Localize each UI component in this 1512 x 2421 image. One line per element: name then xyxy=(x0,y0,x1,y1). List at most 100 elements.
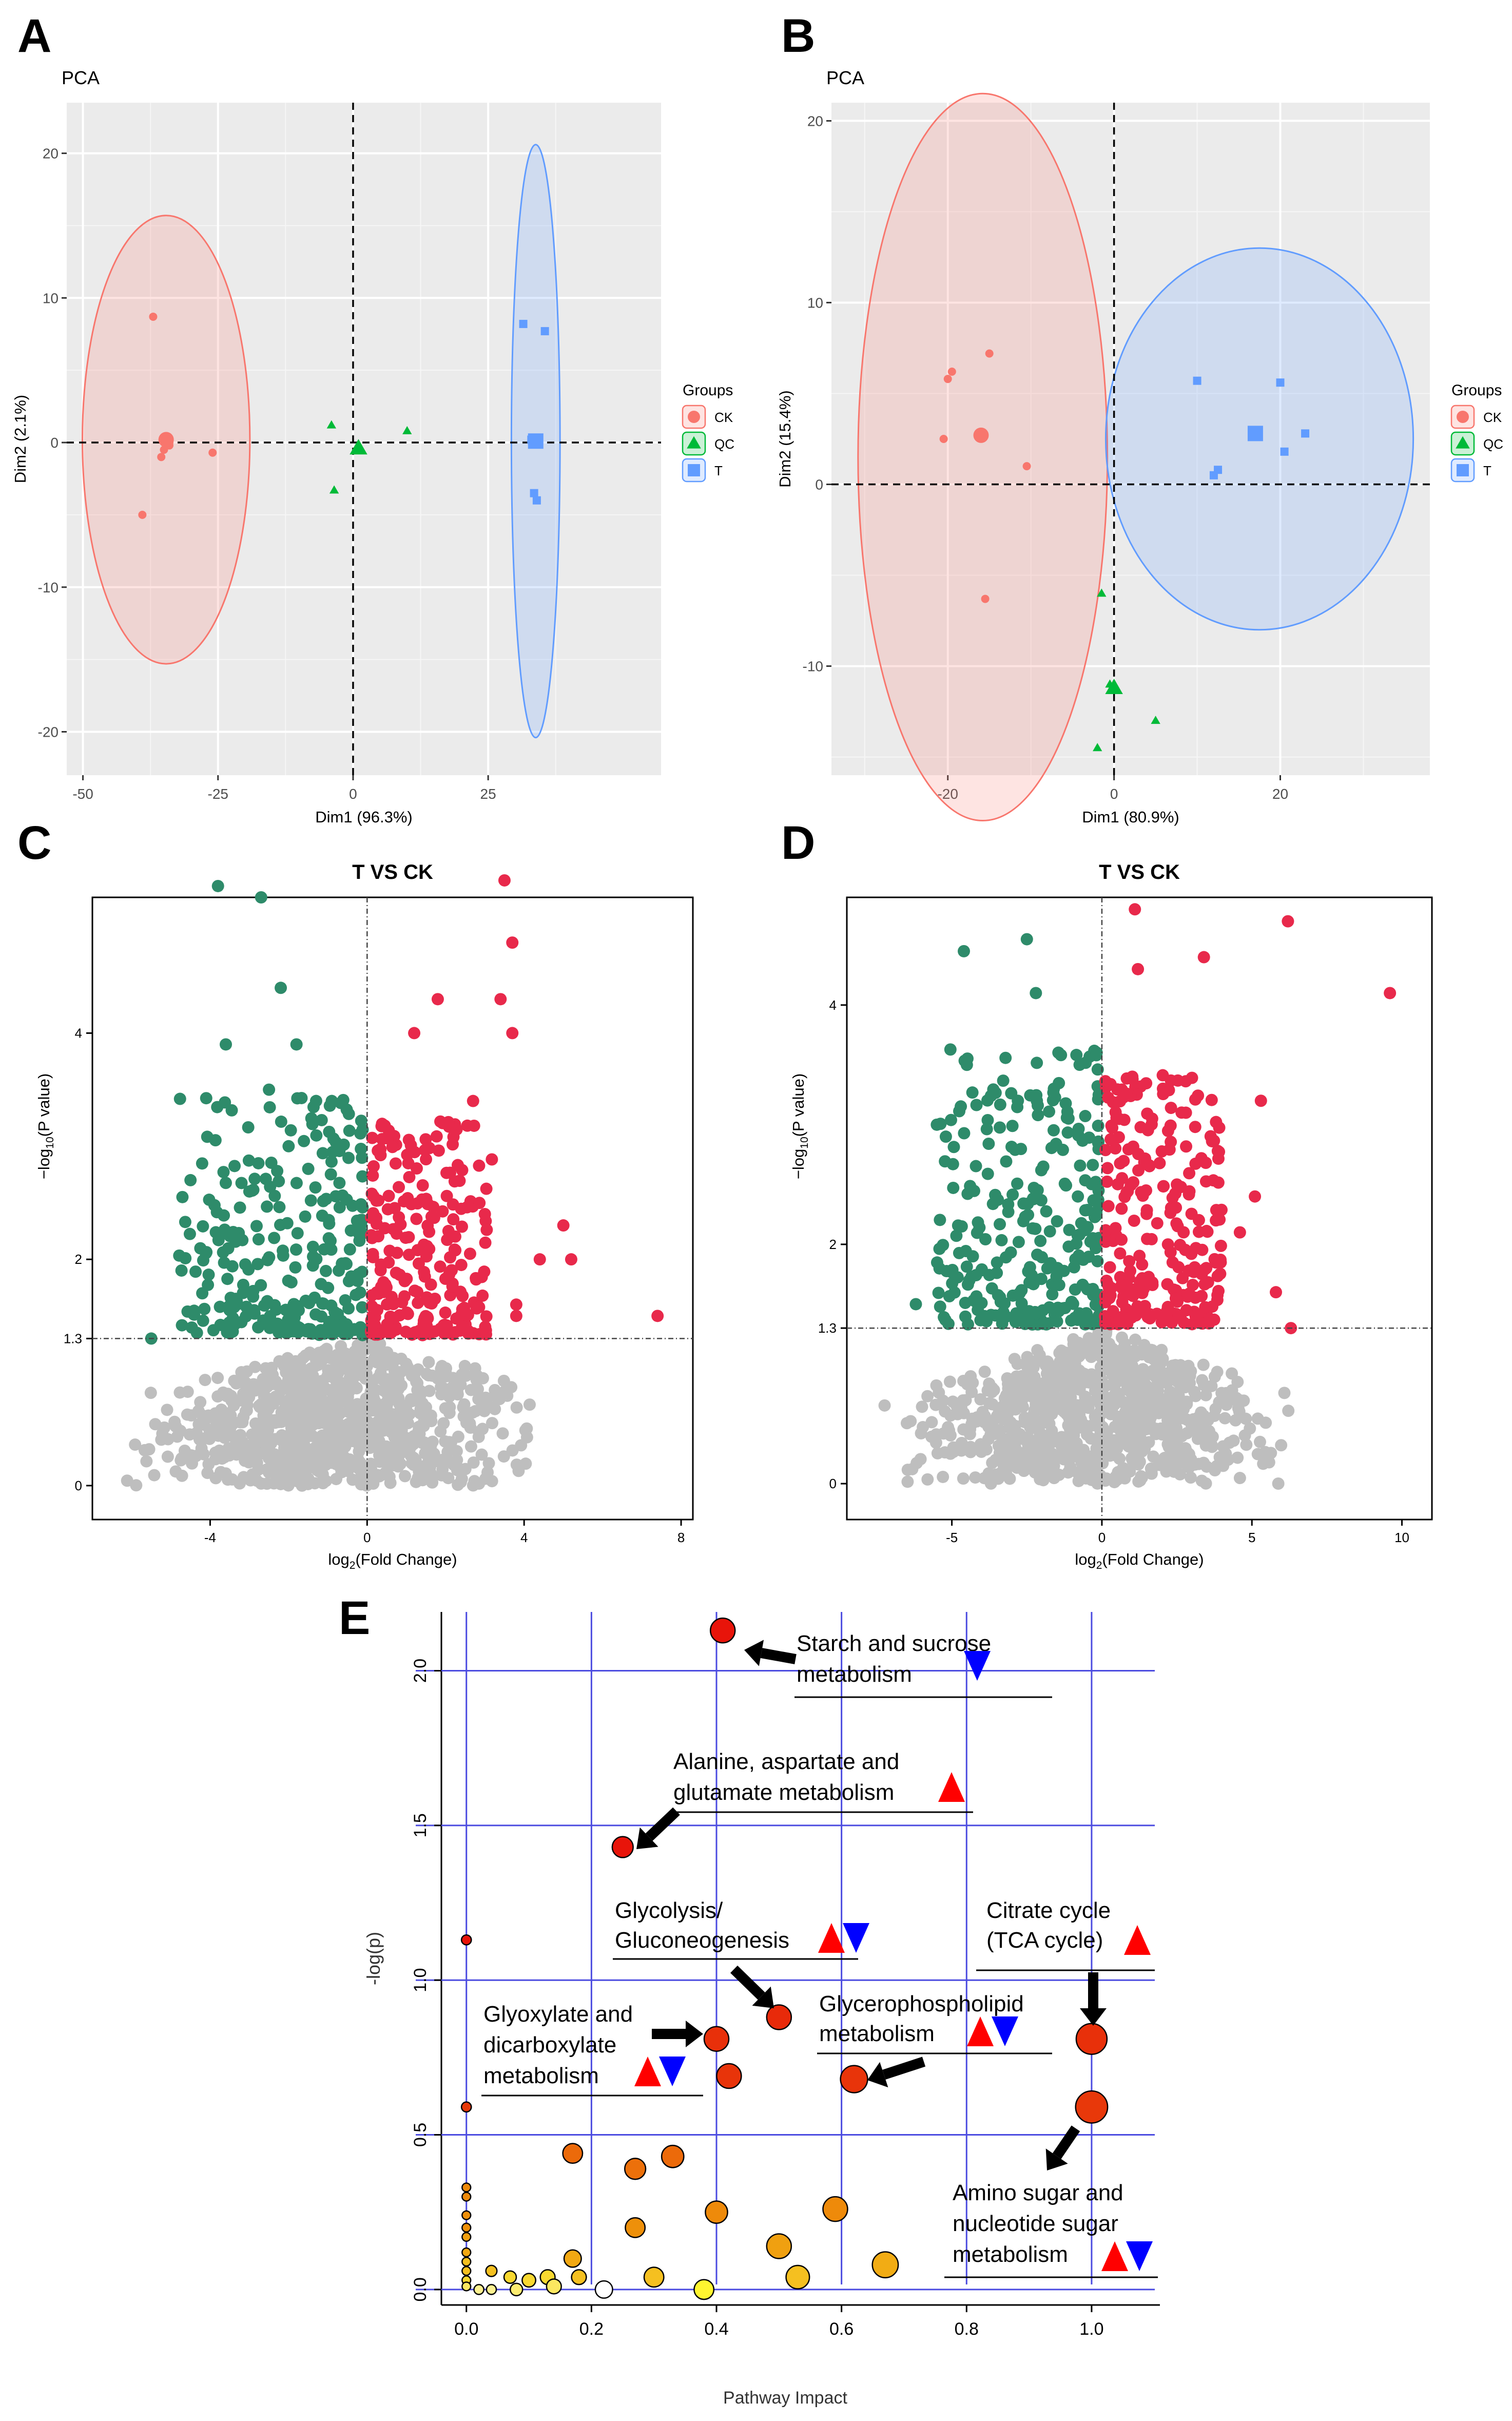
volcano-point-down xyxy=(973,1221,986,1234)
volcano-point-down xyxy=(1082,1251,1095,1263)
volcano-point-ns xyxy=(1131,1411,1143,1424)
annotation-arrow-shaft xyxy=(760,1648,797,1664)
volcano-point-down xyxy=(315,1113,328,1126)
volcano-point-ns xyxy=(284,1393,297,1406)
data-point-t xyxy=(532,496,541,505)
volcano-point-ns xyxy=(140,1455,153,1468)
data-point-t xyxy=(530,489,538,497)
legend-label-t: T xyxy=(714,463,723,478)
annotation-arrow-head xyxy=(1080,2008,1107,2026)
volcano-point-ns xyxy=(1056,1346,1069,1359)
volcano-point-ns xyxy=(998,1392,1011,1405)
volcano-point-up xyxy=(1384,987,1397,1000)
volcano-point-ns xyxy=(392,1460,404,1473)
annotation-text: metabolism xyxy=(797,1662,912,1687)
volcano-point-down xyxy=(1074,1159,1087,1172)
volcano-point-down xyxy=(958,945,970,957)
volcano-point-down xyxy=(343,1243,356,1256)
volcano-point-down xyxy=(261,1200,274,1213)
volcano-point-ns xyxy=(248,1435,261,1448)
volcano-point-down xyxy=(342,1302,355,1315)
pathway-point xyxy=(503,2270,517,2284)
volcano-point-down xyxy=(1090,1209,1102,1222)
pathway-point xyxy=(1075,2090,1109,2124)
volcano-point-down xyxy=(1070,1237,1083,1250)
volcano-point-up xyxy=(478,1208,491,1221)
annotation-text: Amino sugar and xyxy=(953,2180,1123,2205)
volcano-point-up xyxy=(1111,1083,1124,1096)
volcano-point-down xyxy=(176,1319,188,1332)
volcano-title: T VS CK xyxy=(352,861,433,883)
x-tick-label: 20 xyxy=(1272,786,1288,802)
volcano-point-down xyxy=(1092,1093,1104,1106)
volcano-point-ns xyxy=(1135,1422,1148,1435)
volcano-point-ns xyxy=(1174,1468,1187,1481)
volcano-point-ns xyxy=(479,1395,492,1408)
pathway-point xyxy=(461,2222,472,2233)
volcano-point-ns xyxy=(916,1400,928,1413)
volcano-point-down xyxy=(991,1256,1003,1269)
pathway-point xyxy=(766,2004,792,2030)
volcano-point-ns xyxy=(1096,1430,1109,1443)
data-point-ck xyxy=(157,453,166,462)
volcano-point-down xyxy=(248,1307,261,1320)
volcano-point-ns xyxy=(983,1377,996,1390)
volcano-point-ns xyxy=(1096,1340,1109,1353)
volcano-point-down xyxy=(218,1256,230,1269)
pathway-point xyxy=(625,2217,646,2238)
volcano-point-up xyxy=(1126,1070,1139,1083)
volcano-point-down xyxy=(1087,1235,1100,1247)
volcano-point-down xyxy=(944,1043,957,1056)
volcano-point-down xyxy=(217,1246,229,1259)
volcano-point-ns xyxy=(999,1458,1012,1471)
volcano-point-down xyxy=(356,1201,369,1214)
volcano-point-ns xyxy=(1199,1417,1212,1430)
volcano-point-ns xyxy=(302,1383,315,1396)
volcano-point-down xyxy=(268,1189,281,1202)
volcano-point-ns xyxy=(1076,1367,1089,1380)
volcano-point-ns xyxy=(472,1382,484,1395)
volcano-point-ns xyxy=(964,1370,977,1382)
volcano-point-down xyxy=(1035,1164,1048,1177)
volcano-point-up xyxy=(1174,1239,1187,1252)
volcano-point-ns xyxy=(1034,1473,1046,1486)
y-tick-label: 1.0 xyxy=(411,1968,430,1992)
volcano-point-up xyxy=(456,1290,469,1302)
volcano-point-down xyxy=(947,1141,960,1154)
volcano-point-down xyxy=(268,1232,281,1244)
data-point-t xyxy=(1193,376,1201,385)
volcano-point-ns xyxy=(270,1473,283,1486)
volcano-point-ns xyxy=(435,1469,448,1482)
pca-plot-A: -50 -25 0 25 -20 -10 0 10 20 PCA Dim1 (96.3%) Dim2 … xyxy=(11,67,734,826)
volcano-point-ns xyxy=(1108,1398,1121,1411)
y-axis-label-sub: 10 xyxy=(799,1137,810,1148)
volcano-point-down xyxy=(356,1170,369,1183)
volcano-point-up xyxy=(1132,1164,1145,1177)
volcano-point-down xyxy=(200,1246,213,1259)
volcano-point-down xyxy=(326,1328,339,1341)
volcano-point-ns xyxy=(457,1401,470,1414)
volcano-point-down xyxy=(333,1264,345,1277)
volcano-point-down xyxy=(939,1130,952,1143)
volcano-point-down xyxy=(295,1091,308,1104)
volcano-point-ns xyxy=(931,1447,944,1459)
volcano-point-up xyxy=(1109,1142,1122,1155)
y-axis-label-main: −log xyxy=(789,1149,807,1179)
up-regulated-triangle-icon xyxy=(634,2057,661,2086)
volcano-point-down xyxy=(994,1121,1006,1134)
volcano-point-down xyxy=(955,1220,968,1233)
y-axis-label-rest: (P value) xyxy=(789,1073,807,1137)
volcano-point-down xyxy=(1055,1049,1068,1062)
up-regulated-triangle-icon xyxy=(938,1772,965,1802)
volcano-point-ns xyxy=(1069,1441,1082,1454)
volcano-point-ns xyxy=(964,1423,977,1436)
volcano-point-up xyxy=(376,1118,389,1130)
pathway-point xyxy=(643,2266,665,2288)
confidence-ellipse-ck xyxy=(857,92,1109,822)
data-point-t xyxy=(1209,471,1218,479)
volcano-point-down xyxy=(1076,1134,1089,1147)
volcano-point-ns xyxy=(976,1406,989,1418)
annotation-text: Glycerophospholipid xyxy=(819,1991,1024,2016)
volcano-point-down xyxy=(315,1278,327,1291)
volcano-point-up xyxy=(366,1247,379,1260)
